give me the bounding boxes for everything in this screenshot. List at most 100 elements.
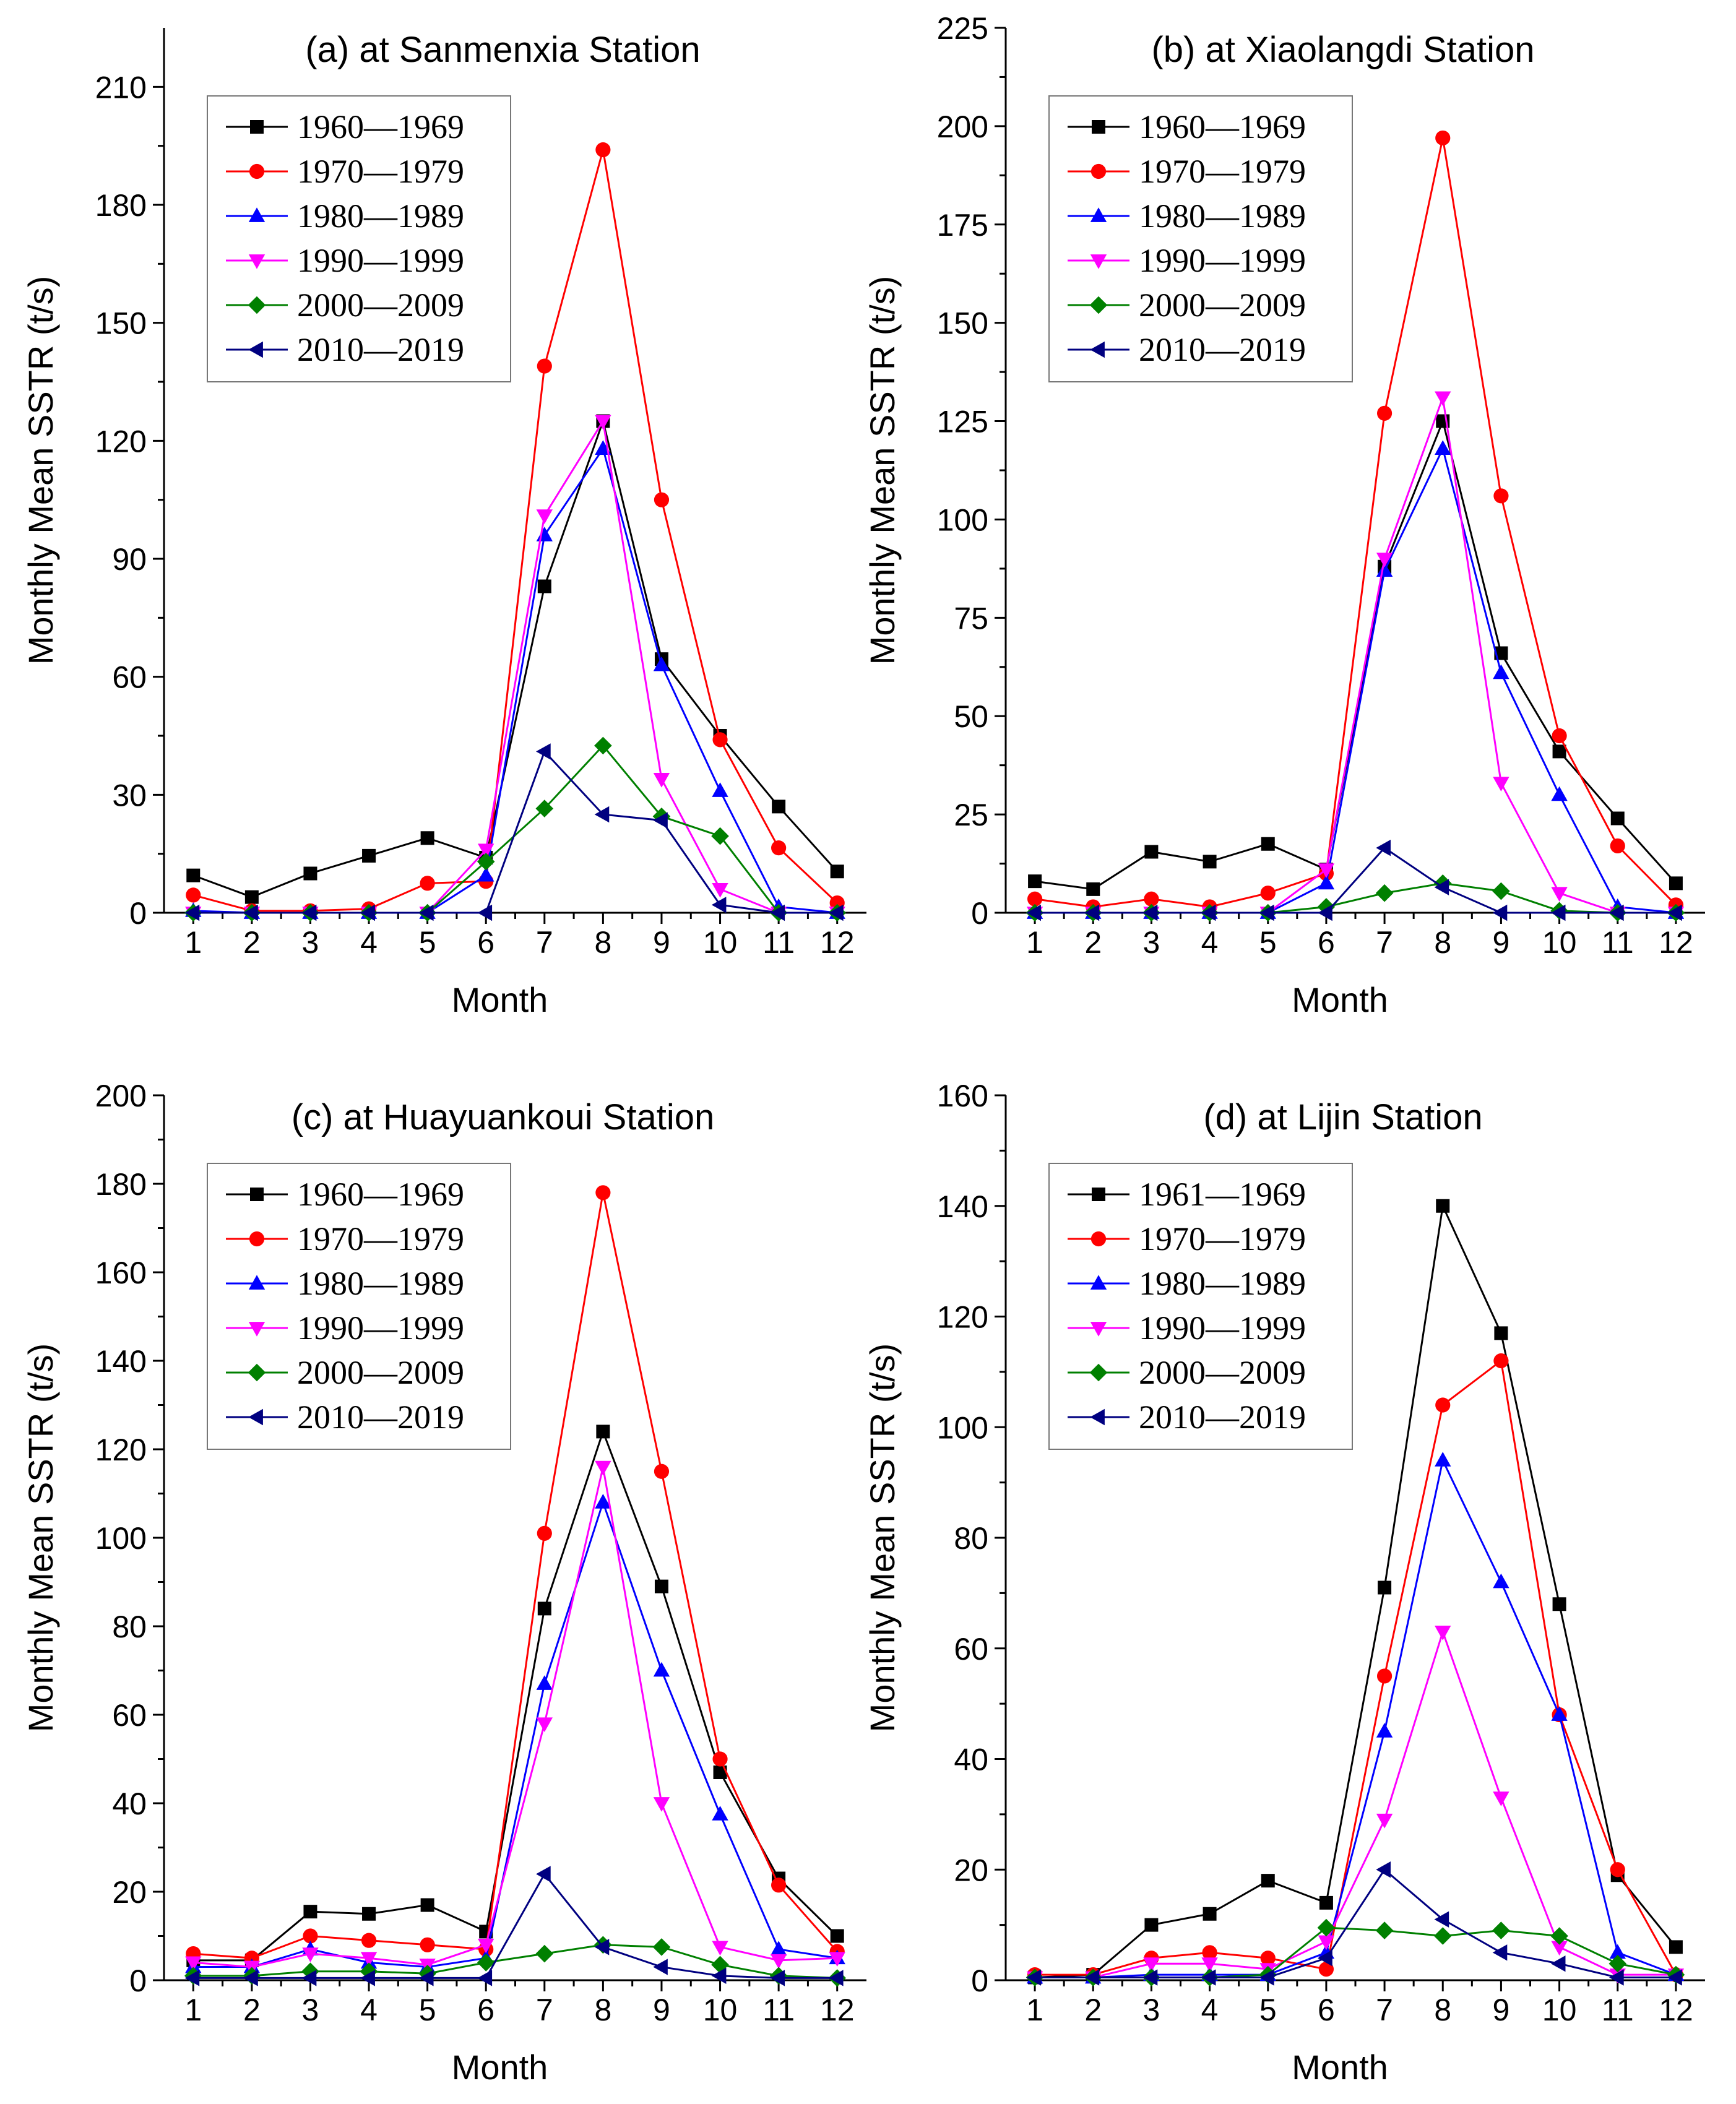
data-point xyxy=(477,1954,495,1972)
x-tick-label: 12 xyxy=(820,1993,855,2027)
series-line xyxy=(1035,1359,1677,1976)
y-tick-label: 0 xyxy=(971,896,988,931)
x-tick-label: 8 xyxy=(594,925,611,960)
x-tick-label: 3 xyxy=(302,925,319,960)
x-tick-label: 9 xyxy=(653,1993,670,2027)
legend-label: 1980—1989 xyxy=(1139,197,1306,235)
legend-label: 2010—2019 xyxy=(1139,331,1306,368)
series-line xyxy=(1034,137,1677,908)
legend-marker xyxy=(248,341,263,358)
data-point xyxy=(362,848,376,863)
data-point xyxy=(478,866,494,882)
data-point xyxy=(1376,1861,1391,1878)
legend-label: 2000—2009 xyxy=(1139,287,1306,324)
data-point xyxy=(1201,1969,1216,1986)
legend-marker xyxy=(1089,1363,1108,1382)
y-tick-label: 200 xyxy=(937,110,988,144)
x-tick-label: 12 xyxy=(820,925,855,960)
x-tick-label: 6 xyxy=(1318,925,1335,960)
x-tick-label: 3 xyxy=(1143,925,1160,960)
data-point xyxy=(596,1425,610,1439)
data-point xyxy=(536,743,551,760)
data-point xyxy=(1492,904,1508,921)
legend-marker xyxy=(1090,1275,1107,1290)
panel-title: (d) at Lijin Station xyxy=(1203,1097,1482,1137)
y-tick-label: 160 xyxy=(95,1256,147,1290)
series-6 xyxy=(1026,839,1682,921)
data-point xyxy=(1550,1955,1566,1972)
data-point xyxy=(1319,1895,1333,1910)
legend-label: 2000—2009 xyxy=(297,1354,464,1391)
data-point xyxy=(595,1460,611,1476)
data-point xyxy=(1610,1862,1625,1878)
x-tick-label: 3 xyxy=(302,1993,319,2027)
data-point xyxy=(535,800,554,817)
legend-label: 1980—1989 xyxy=(1139,1265,1306,1302)
data-point xyxy=(537,579,551,593)
data-point xyxy=(1318,863,1335,878)
series-6 xyxy=(184,743,844,921)
data-point xyxy=(1375,1921,1394,1939)
y-tick-label: 90 xyxy=(112,542,147,577)
series-line xyxy=(1035,1202,1677,1979)
data-point xyxy=(1026,904,1041,921)
data-point xyxy=(1435,1452,1451,1467)
data-point xyxy=(535,1944,554,1963)
y-tick-label: 160 xyxy=(937,1079,988,1113)
data-point xyxy=(1492,882,1510,900)
legend-marker xyxy=(248,1275,266,1290)
legend-marker xyxy=(1090,1322,1107,1337)
legend-marker xyxy=(1092,120,1105,134)
legend-label: 2010—2019 xyxy=(1139,1399,1306,1436)
data-point xyxy=(1318,874,1335,890)
legend-marker xyxy=(1092,1188,1105,1201)
legend-label: 1970—1979 xyxy=(1139,153,1306,190)
data-point xyxy=(1492,1944,1508,1961)
data-point xyxy=(1084,904,1100,921)
data-point xyxy=(1609,1954,1627,1973)
legend-label: 1990—1999 xyxy=(297,242,464,279)
legend-marker xyxy=(1090,1408,1105,1426)
series-4 xyxy=(1026,1626,1685,1986)
data-point xyxy=(652,1938,671,1956)
data-point xyxy=(1318,1950,1332,1967)
data-point xyxy=(477,904,493,921)
data-point xyxy=(712,1751,728,1767)
data-point xyxy=(711,1955,729,1974)
data-point xyxy=(1492,1921,1510,1939)
data-point xyxy=(653,812,668,829)
legend-marker xyxy=(1090,254,1107,269)
data-point xyxy=(712,882,728,898)
data-point xyxy=(1201,1957,1218,1972)
series-line xyxy=(192,149,838,912)
legend-label: 1970—1979 xyxy=(297,153,464,190)
legend-label: 1990—1999 xyxy=(297,1309,464,1347)
data-point xyxy=(1317,1918,1336,1937)
series-line xyxy=(193,418,837,914)
panel-title: (c) at Huayuankoui Station xyxy=(291,1097,714,1137)
data-point xyxy=(770,1970,785,1986)
data-point xyxy=(771,840,787,856)
series-line xyxy=(1035,1868,1676,1979)
data-point xyxy=(1318,1935,1335,1951)
series-3 xyxy=(185,1494,845,1973)
y-tick-label: 100 xyxy=(937,502,988,537)
y-tick-label: 60 xyxy=(954,1632,988,1666)
legend-marker xyxy=(250,1188,264,1201)
y-tick-label: 60 xyxy=(112,660,147,695)
y-tick-label: 180 xyxy=(95,188,147,223)
data-point xyxy=(828,904,844,921)
legend-label: 1960—1969 xyxy=(297,108,464,145)
y-tick-label: 120 xyxy=(937,1300,988,1335)
x-tick-label: 9 xyxy=(1493,925,1510,960)
data-point xyxy=(1203,855,1217,869)
data-point xyxy=(420,1937,435,1952)
data-point xyxy=(1552,728,1567,744)
data-point xyxy=(1435,391,1451,407)
data-point xyxy=(1610,838,1625,854)
data-point xyxy=(1435,1397,1451,1413)
data-point xyxy=(1436,1199,1450,1213)
